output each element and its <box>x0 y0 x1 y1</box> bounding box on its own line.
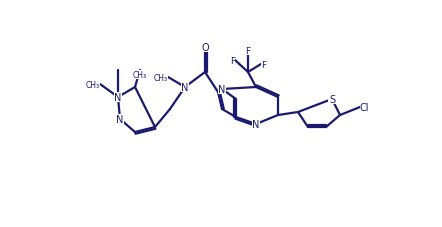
Text: N: N <box>116 114 124 124</box>
Text: F: F <box>261 60 266 69</box>
Text: N: N <box>114 93 122 103</box>
Text: N: N <box>181 83 189 93</box>
Text: N: N <box>252 119 260 129</box>
Text: O: O <box>201 43 209 53</box>
Text: F: F <box>245 47 251 56</box>
Text: CH₃: CH₃ <box>86 80 100 89</box>
Text: S: S <box>329 95 335 105</box>
Text: CH₃: CH₃ <box>154 73 168 82</box>
Text: N: N <box>218 85 226 95</box>
Text: F: F <box>230 56 235 65</box>
Text: Cl: Cl <box>360 103 370 113</box>
Text: CH₃: CH₃ <box>133 71 147 80</box>
